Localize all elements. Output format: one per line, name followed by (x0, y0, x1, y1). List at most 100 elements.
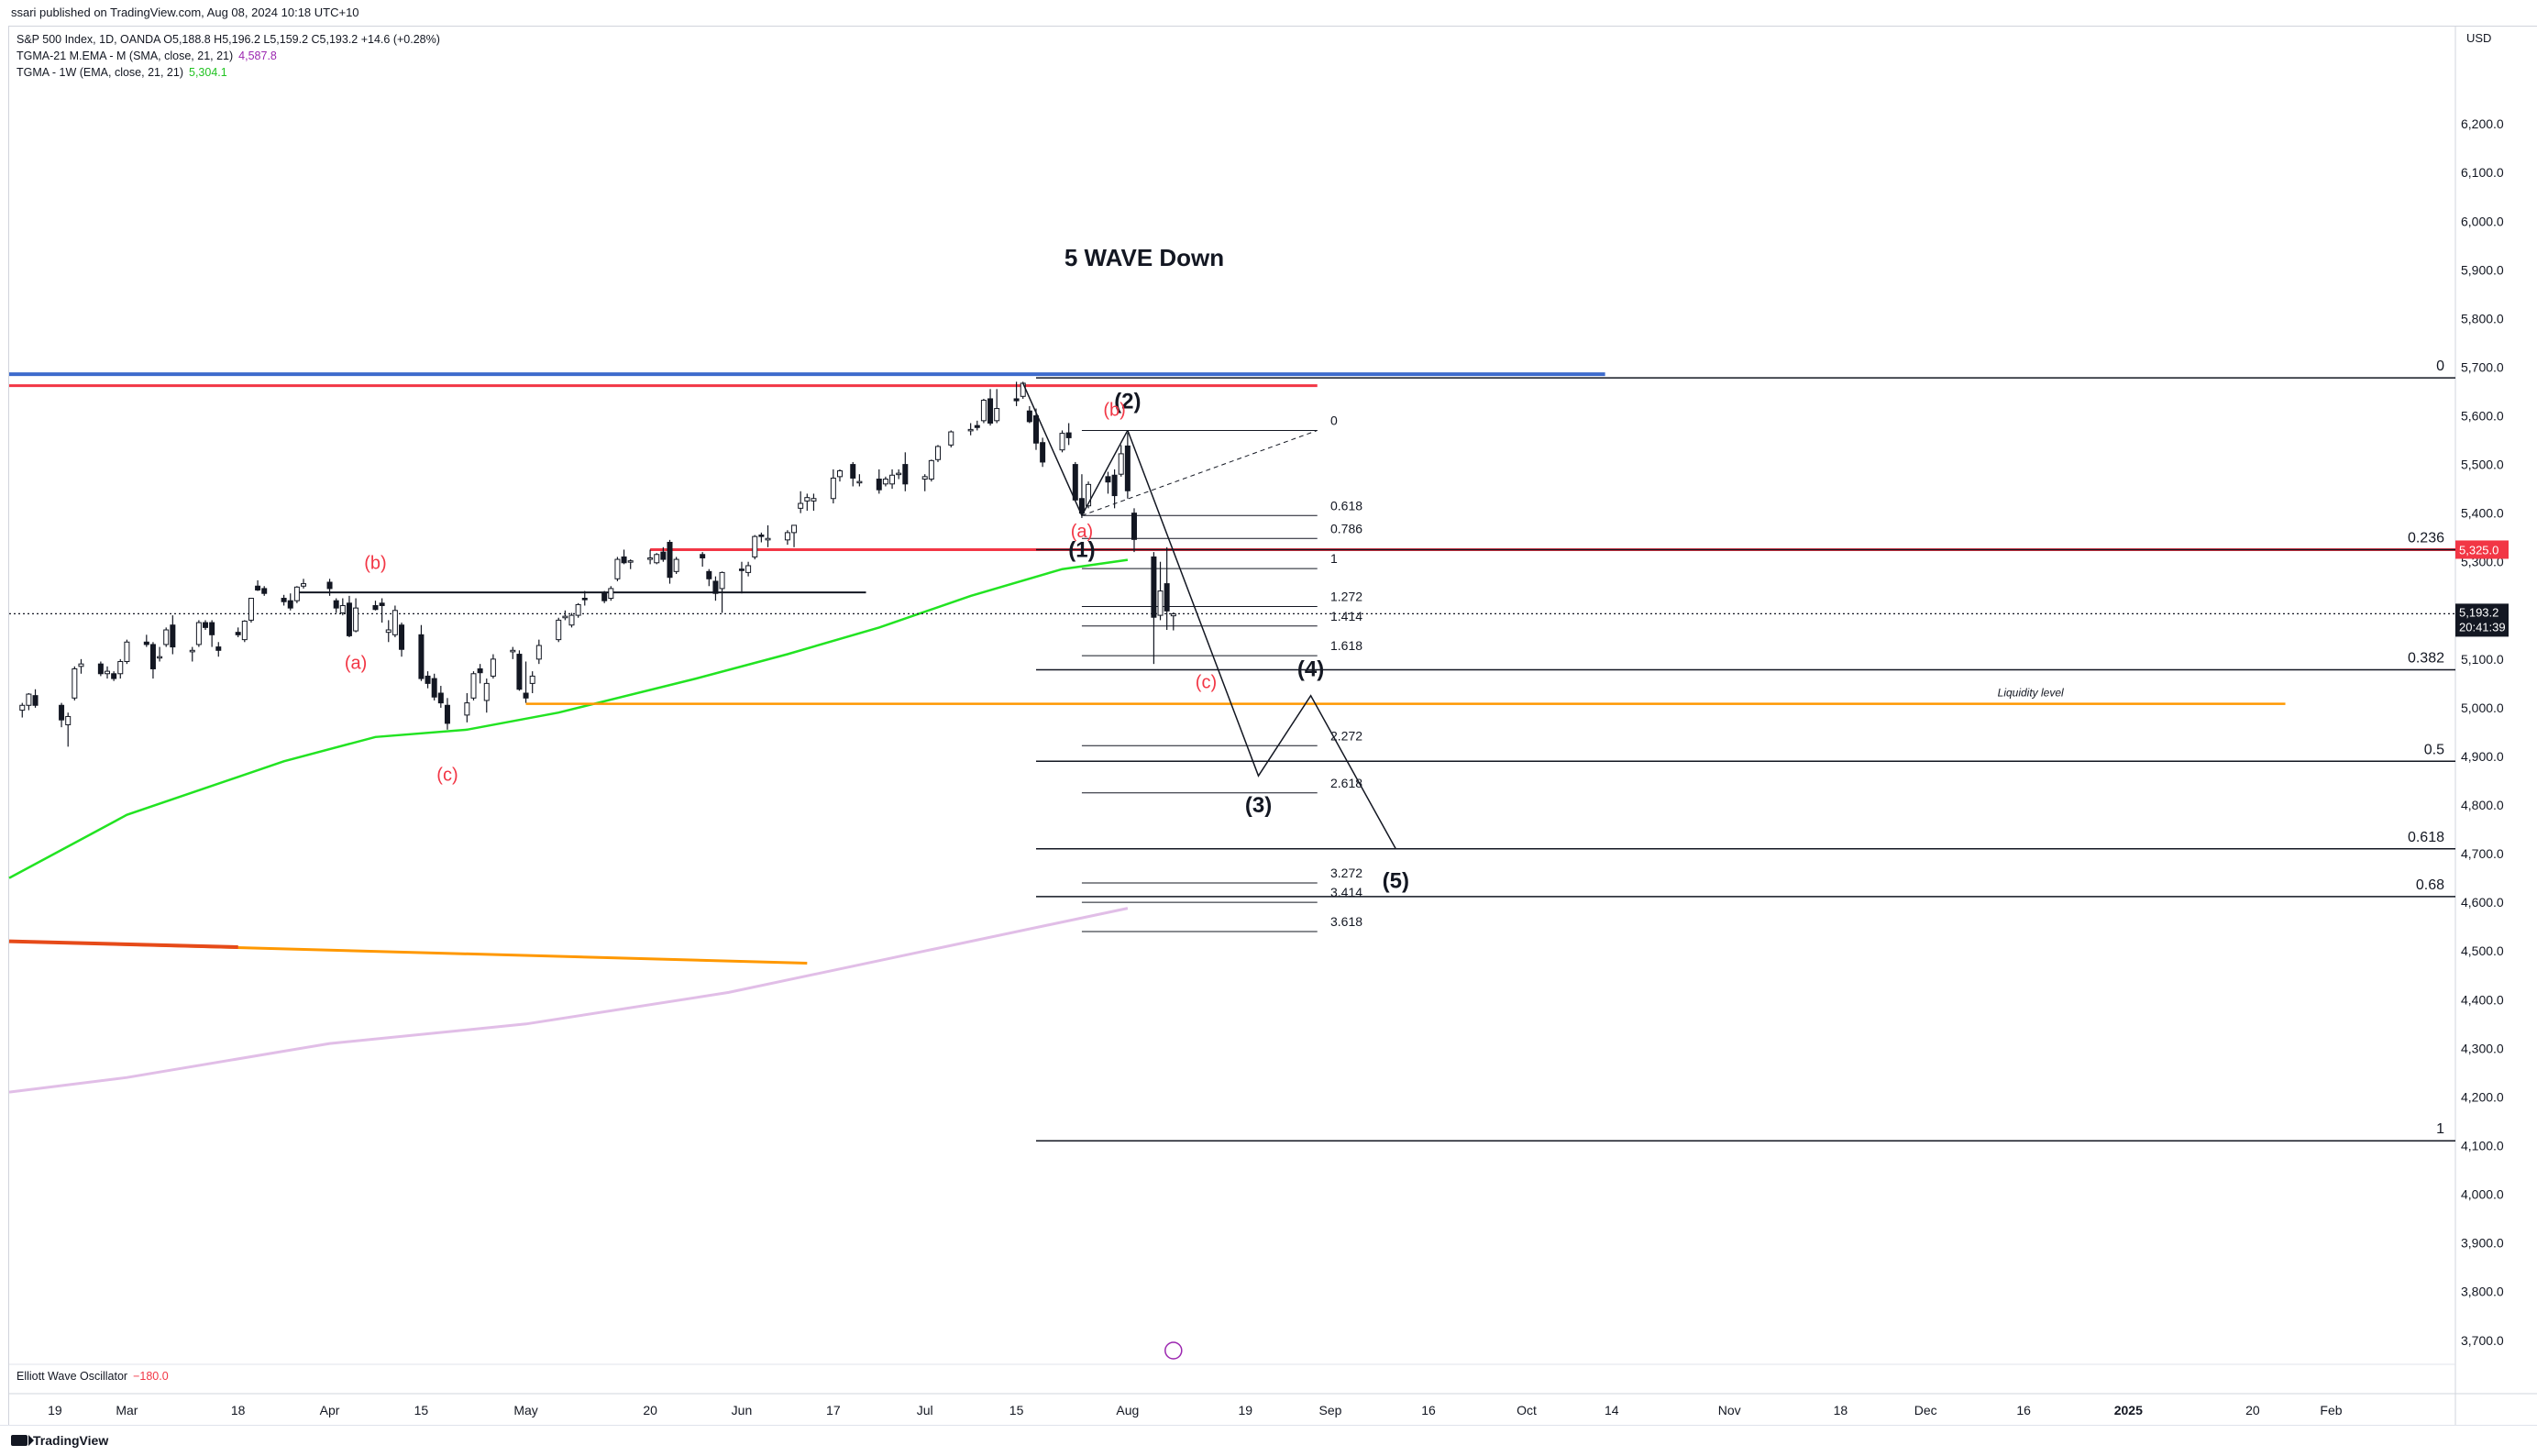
x-tick-label: Nov (1718, 1403, 1741, 1417)
candle-body (673, 558, 679, 572)
y-tick-label: 5,400.0 (2461, 506, 2504, 521)
candle-body (921, 476, 928, 480)
x-tick-label: Mar (116, 1403, 138, 1417)
indicator-2-name: TGMA - 1W (EMA, close, 21, 21) (17, 66, 183, 79)
fib-level-label: 0.236 (2408, 530, 2444, 546)
liquidity-label: Liquidity level (1998, 687, 2064, 700)
oscillator-label[interactable]: Elliott Wave Oscillator −180.0 (17, 1370, 169, 1383)
y-tick-label: 4,800.0 (2461, 798, 2504, 812)
y-tick-label: 5,600.0 (2461, 409, 2504, 424)
y-tick-label: 4,000.0 (2461, 1187, 2504, 1202)
wave-label: (b) (1103, 401, 1125, 421)
legend-indicator-1: TGMA-21 M.EMA - M (SMA, close, 21, 21) 4,… (17, 48, 440, 64)
chart-legend: S&P 500 Index, 1D, OANDA O5,188.8 H5,196… (17, 31, 440, 81)
candle-body (1118, 453, 1124, 475)
indicator-2-value: 5,304.1 (189, 66, 227, 79)
candle-body (425, 675, 431, 684)
candle-body (535, 645, 542, 660)
candle-body (804, 497, 811, 502)
x-tick-label: Jun (732, 1403, 753, 1417)
candle-body (111, 673, 117, 679)
x-tick-label: Aug (1116, 1403, 1139, 1417)
y-tick-label: 4,700.0 (2461, 846, 2504, 861)
candle-body (974, 425, 980, 428)
candle-body (105, 670, 111, 675)
oscillator-value: −180.0 (133, 1370, 169, 1383)
chart-title: 5 WAVE Down (1064, 244, 1224, 271)
candle-body (333, 600, 339, 609)
candle-body (203, 622, 209, 628)
candle-body (293, 586, 300, 601)
x-tick-label: 16 (2016, 1403, 2031, 1417)
candle-body (712, 580, 719, 594)
candle-body (738, 568, 745, 571)
fib-extension-label: 3.414 (1330, 885, 1362, 899)
last-price-badge (2455, 603, 2509, 637)
candle-body (235, 632, 241, 635)
candle-body (1040, 442, 1046, 463)
wave-label: (a) (345, 653, 367, 673)
y-tick-label: 5,800.0 (2461, 311, 2504, 325)
candle-body (1111, 474, 1118, 497)
candles-layer (19, 381, 1176, 747)
x-tick-label: 17 (826, 1403, 841, 1417)
x-tick-label: 19 (1238, 1403, 1252, 1417)
candle-body (248, 598, 254, 621)
candle-body (477, 667, 483, 674)
fib-level-label: 0.382 (2408, 651, 2444, 667)
candle-body (581, 598, 588, 601)
candle-body (523, 692, 529, 699)
wave-projection-line (1127, 430, 1396, 850)
x-tick-label: Dec (1914, 1403, 1937, 1417)
candle-body (215, 646, 222, 651)
x-tick-label: 15 (1009, 1403, 1024, 1417)
y-tick-label: 5,000.0 (2461, 700, 2504, 715)
candle-body (483, 682, 490, 701)
wave-label: (b) (364, 554, 386, 574)
y-tick-label: 5,900.0 (2461, 262, 2504, 277)
candle-body (836, 469, 843, 478)
wave-label: (c) (436, 766, 458, 786)
candle-body (163, 629, 170, 645)
x-tick-label: Apr (320, 1403, 340, 1417)
red-level-badge (2455, 540, 2509, 559)
currency-label[interactable]: USD (2466, 31, 2492, 45)
y-tick-label: 6,100.0 (2461, 165, 2504, 180)
x-tick-label: Sep (1319, 1403, 1342, 1417)
wave-label: (5) (1383, 868, 1409, 893)
candle-body (928, 459, 934, 480)
x-tick-label: Oct (1517, 1403, 1537, 1417)
x-tick-label: 18 (231, 1403, 246, 1417)
fib-extension-label: 1.618 (1330, 638, 1362, 653)
candle-body (568, 614, 575, 626)
candle-body (510, 649, 516, 653)
candle-body (934, 446, 941, 460)
candle-body (437, 692, 444, 704)
candle-body (59, 704, 65, 721)
candle-body (621, 556, 627, 564)
candle-body (967, 428, 974, 432)
fib-extension-label: 0.786 (1330, 521, 1362, 535)
candle-body (1026, 410, 1032, 423)
wave-label: (c) (1196, 673, 1217, 693)
y-tick-label: 6,000.0 (2461, 214, 2504, 228)
candle-body (601, 592, 608, 601)
y-tick-label: 4,200.0 (2461, 1089, 2504, 1104)
candle-body (78, 663, 84, 667)
legend-symbol: S&P 500 Index, 1D, OANDA O5,188.8 H5,196… (17, 33, 440, 46)
tradingview-logo-icon (11, 1435, 34, 1446)
candle-body (470, 673, 477, 699)
candle-body (379, 602, 385, 606)
candle-body (896, 472, 902, 476)
candle-body (117, 661, 124, 675)
candle-body (353, 607, 359, 632)
candle-body (811, 498, 817, 502)
fib-extension-label: 1.272 (1330, 590, 1362, 604)
candle-body (32, 695, 39, 706)
tradingview-brand[interactable]: TradingView (11, 1433, 108, 1448)
candle-body (654, 554, 660, 564)
y-tick-label: 4,100.0 (2461, 1139, 2504, 1153)
candle-body (189, 649, 195, 653)
candle-body (1078, 498, 1085, 514)
